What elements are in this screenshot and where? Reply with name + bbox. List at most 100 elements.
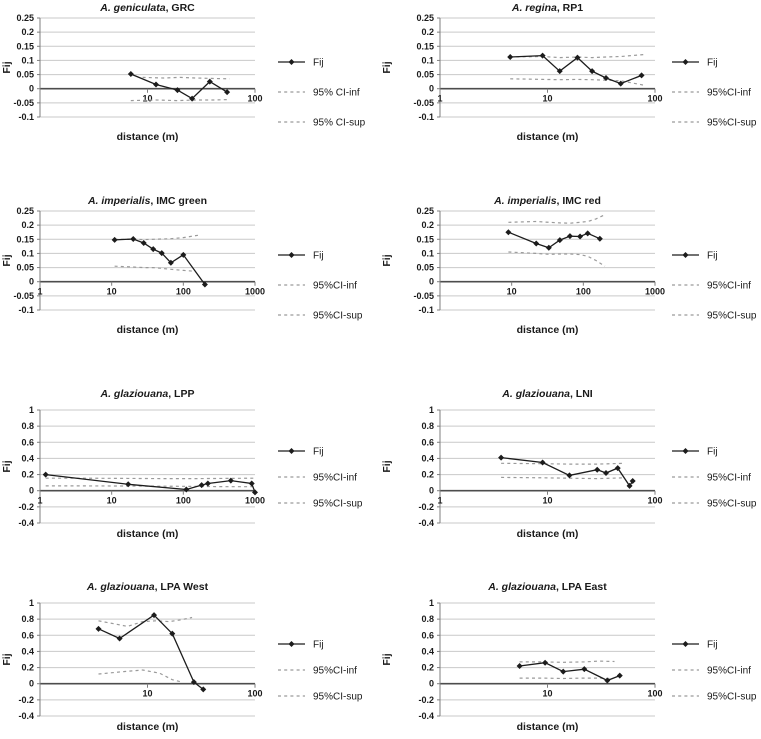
y-tick-label: -0.2 xyxy=(18,502,34,512)
series-ci-inf-line xyxy=(98,669,183,683)
fij-point-marker xyxy=(560,668,567,675)
y-tick-label: 0.4 xyxy=(421,453,434,463)
legend-label: 95%CI-inf xyxy=(707,88,751,99)
fij-point-marker xyxy=(125,481,132,488)
x-axis-title: distance (m) xyxy=(517,721,579,733)
legend-label: Fij xyxy=(313,251,324,262)
fij-point-marker xyxy=(111,236,118,243)
series-ci-inf-line xyxy=(501,476,625,480)
y-tick-label: 0 xyxy=(429,277,434,287)
fij-point-marker xyxy=(577,233,584,240)
y-tick-label: 0 xyxy=(429,486,434,496)
x-tick-label: 10 xyxy=(542,94,552,104)
x-axis-title: distance (m) xyxy=(117,324,179,336)
y-tick-label: 0.25 xyxy=(16,13,34,23)
fij-point-marker xyxy=(629,478,636,485)
y-tick-label: 0.6 xyxy=(421,630,434,640)
legend-fij-marker xyxy=(682,641,689,647)
y-axis-title: Fij xyxy=(381,653,393,665)
series-fij-line xyxy=(45,473,256,493)
legend-label: 95%CI-sup xyxy=(707,118,757,129)
series-fij-line xyxy=(98,614,204,690)
x-tick-label: 1 xyxy=(437,496,442,506)
series-ci-sup-line xyxy=(519,660,615,663)
y-tick-label: 0.15 xyxy=(16,234,34,244)
y-tick-label: 1 xyxy=(29,405,34,415)
fij-point-marker xyxy=(556,68,563,75)
x-tick-label: 100 xyxy=(176,287,191,297)
chart-title: A. glaziouana, LPA West xyxy=(86,581,209,593)
chart-a-glaziouana-lni: 1 0.8 0.6 0.4 0.2 0 -0.2 -0.4 1 10 100 A. glaziouan… xyxy=(381,388,757,540)
y-tick-label: 0.4 xyxy=(421,646,434,656)
x-tick-label: 100 xyxy=(247,689,262,699)
y-tick-label: -0.4 xyxy=(418,518,434,528)
legend: Fij 95%CI-inf 95%CI-sup xyxy=(672,58,757,129)
y-axis-title: Fij xyxy=(1,61,13,73)
chart-a-glaziouana-lpa-west: 1 0.8 0.6 0.4 0.2 0 -0.2 -0.4 10 100 A. glaziouana… xyxy=(1,581,363,733)
legend: Fij 95%CI-inf 95%CI-sup xyxy=(278,251,363,322)
y-axis-title: Fij xyxy=(1,254,13,266)
y-tick-label: 0.05 xyxy=(16,263,34,273)
x-tick-label: 1 xyxy=(37,496,42,506)
y-tick-label: 1 xyxy=(429,405,434,415)
y-tick-label: 0.8 xyxy=(21,421,34,431)
legend-label: Fij xyxy=(313,640,324,651)
y-tick-label: 0.2 xyxy=(21,220,34,230)
fij-point-marker xyxy=(539,52,546,59)
legend-label: 95%CI-sup xyxy=(707,692,757,703)
x-axis-title: distance (m) xyxy=(517,131,579,143)
x-tick-label: 100 xyxy=(247,94,262,104)
y-tick-label: 0 xyxy=(429,679,434,689)
chart-title: A. geniculata, GRC xyxy=(99,2,195,14)
series-ci-sup-line xyxy=(501,462,625,465)
legend-label: Fij xyxy=(707,447,718,458)
legend-fij-marker xyxy=(288,448,295,454)
y-tick-label: -0.2 xyxy=(418,695,434,705)
fij-point-marker xyxy=(638,72,645,79)
y-tick-label: 0.4 xyxy=(21,646,34,656)
legend-label: 95%CI-sup xyxy=(313,311,363,322)
chart-title: A. regina, RP1 xyxy=(511,2,583,14)
series-ci-inf-line xyxy=(45,485,255,488)
y-tick-label: 0 xyxy=(29,84,34,94)
y-tick-label: 0.8 xyxy=(421,614,434,624)
legend: Fij 95% CI-inf 95% CI-sup xyxy=(278,58,366,129)
series-ci-inf-line xyxy=(508,251,606,267)
legend-label: 95% CI-inf xyxy=(313,88,360,99)
y-tick-label: -0.1 xyxy=(418,305,434,315)
series-ci-inf-line xyxy=(130,98,230,102)
fij-point-marker xyxy=(206,78,213,85)
x-tick-label: 10 xyxy=(107,287,117,297)
fij-point-marker xyxy=(130,236,137,243)
y-tick-label: 0.2 xyxy=(21,470,34,480)
series-fij-line xyxy=(114,238,206,285)
fij-point-marker xyxy=(604,677,611,684)
legend-label: 95%CI-inf xyxy=(707,473,751,484)
x-tick-label: 1000 xyxy=(245,496,265,506)
fij-point-marker xyxy=(505,229,512,236)
y-tick-label: 1 xyxy=(29,598,34,608)
x-tick-label: 1000 xyxy=(645,287,665,297)
fij-point-marker xyxy=(516,662,523,669)
x-tick-label: 100 xyxy=(176,496,191,506)
fij-point-marker xyxy=(189,95,196,102)
chart-a-glaziouana-lpa-east: 1 0.8 0.6 0.4 0.2 0 -0.2 -0.4 10 100 A. glaziouana… xyxy=(381,581,757,733)
series-ci-inf-line xyxy=(510,78,645,86)
y-axis-title: Fij xyxy=(1,653,13,665)
fij-point-marker xyxy=(616,672,623,679)
legend-label: 95%CI-sup xyxy=(313,692,363,703)
legend-label: 95%CI-inf xyxy=(707,281,751,292)
y-tick-label: 0.25 xyxy=(16,206,34,216)
fij-point-marker xyxy=(539,459,546,466)
y-tick-label: 0.1 xyxy=(421,55,434,65)
chart-title: A. glaziouana, LNI xyxy=(501,388,593,400)
chart-a-geniculata-grc: 0.25 0.2 0.15 0.1 0.05 0 -0.05 -0.1 10 100 A. geni… xyxy=(1,2,366,143)
fij-point-marker xyxy=(174,87,181,94)
legend-fij-marker xyxy=(682,448,689,454)
y-tick-label: -0.1 xyxy=(418,112,434,122)
y-tick-label: -0.05 xyxy=(13,98,34,108)
y-tick-label: -0.05 xyxy=(413,98,434,108)
chart-title: A. imperialis, IMC red xyxy=(493,195,601,207)
legend: Fij 95%CI-inf 95%CI-sup xyxy=(278,447,363,510)
x-tick-label: 100 xyxy=(576,287,591,297)
